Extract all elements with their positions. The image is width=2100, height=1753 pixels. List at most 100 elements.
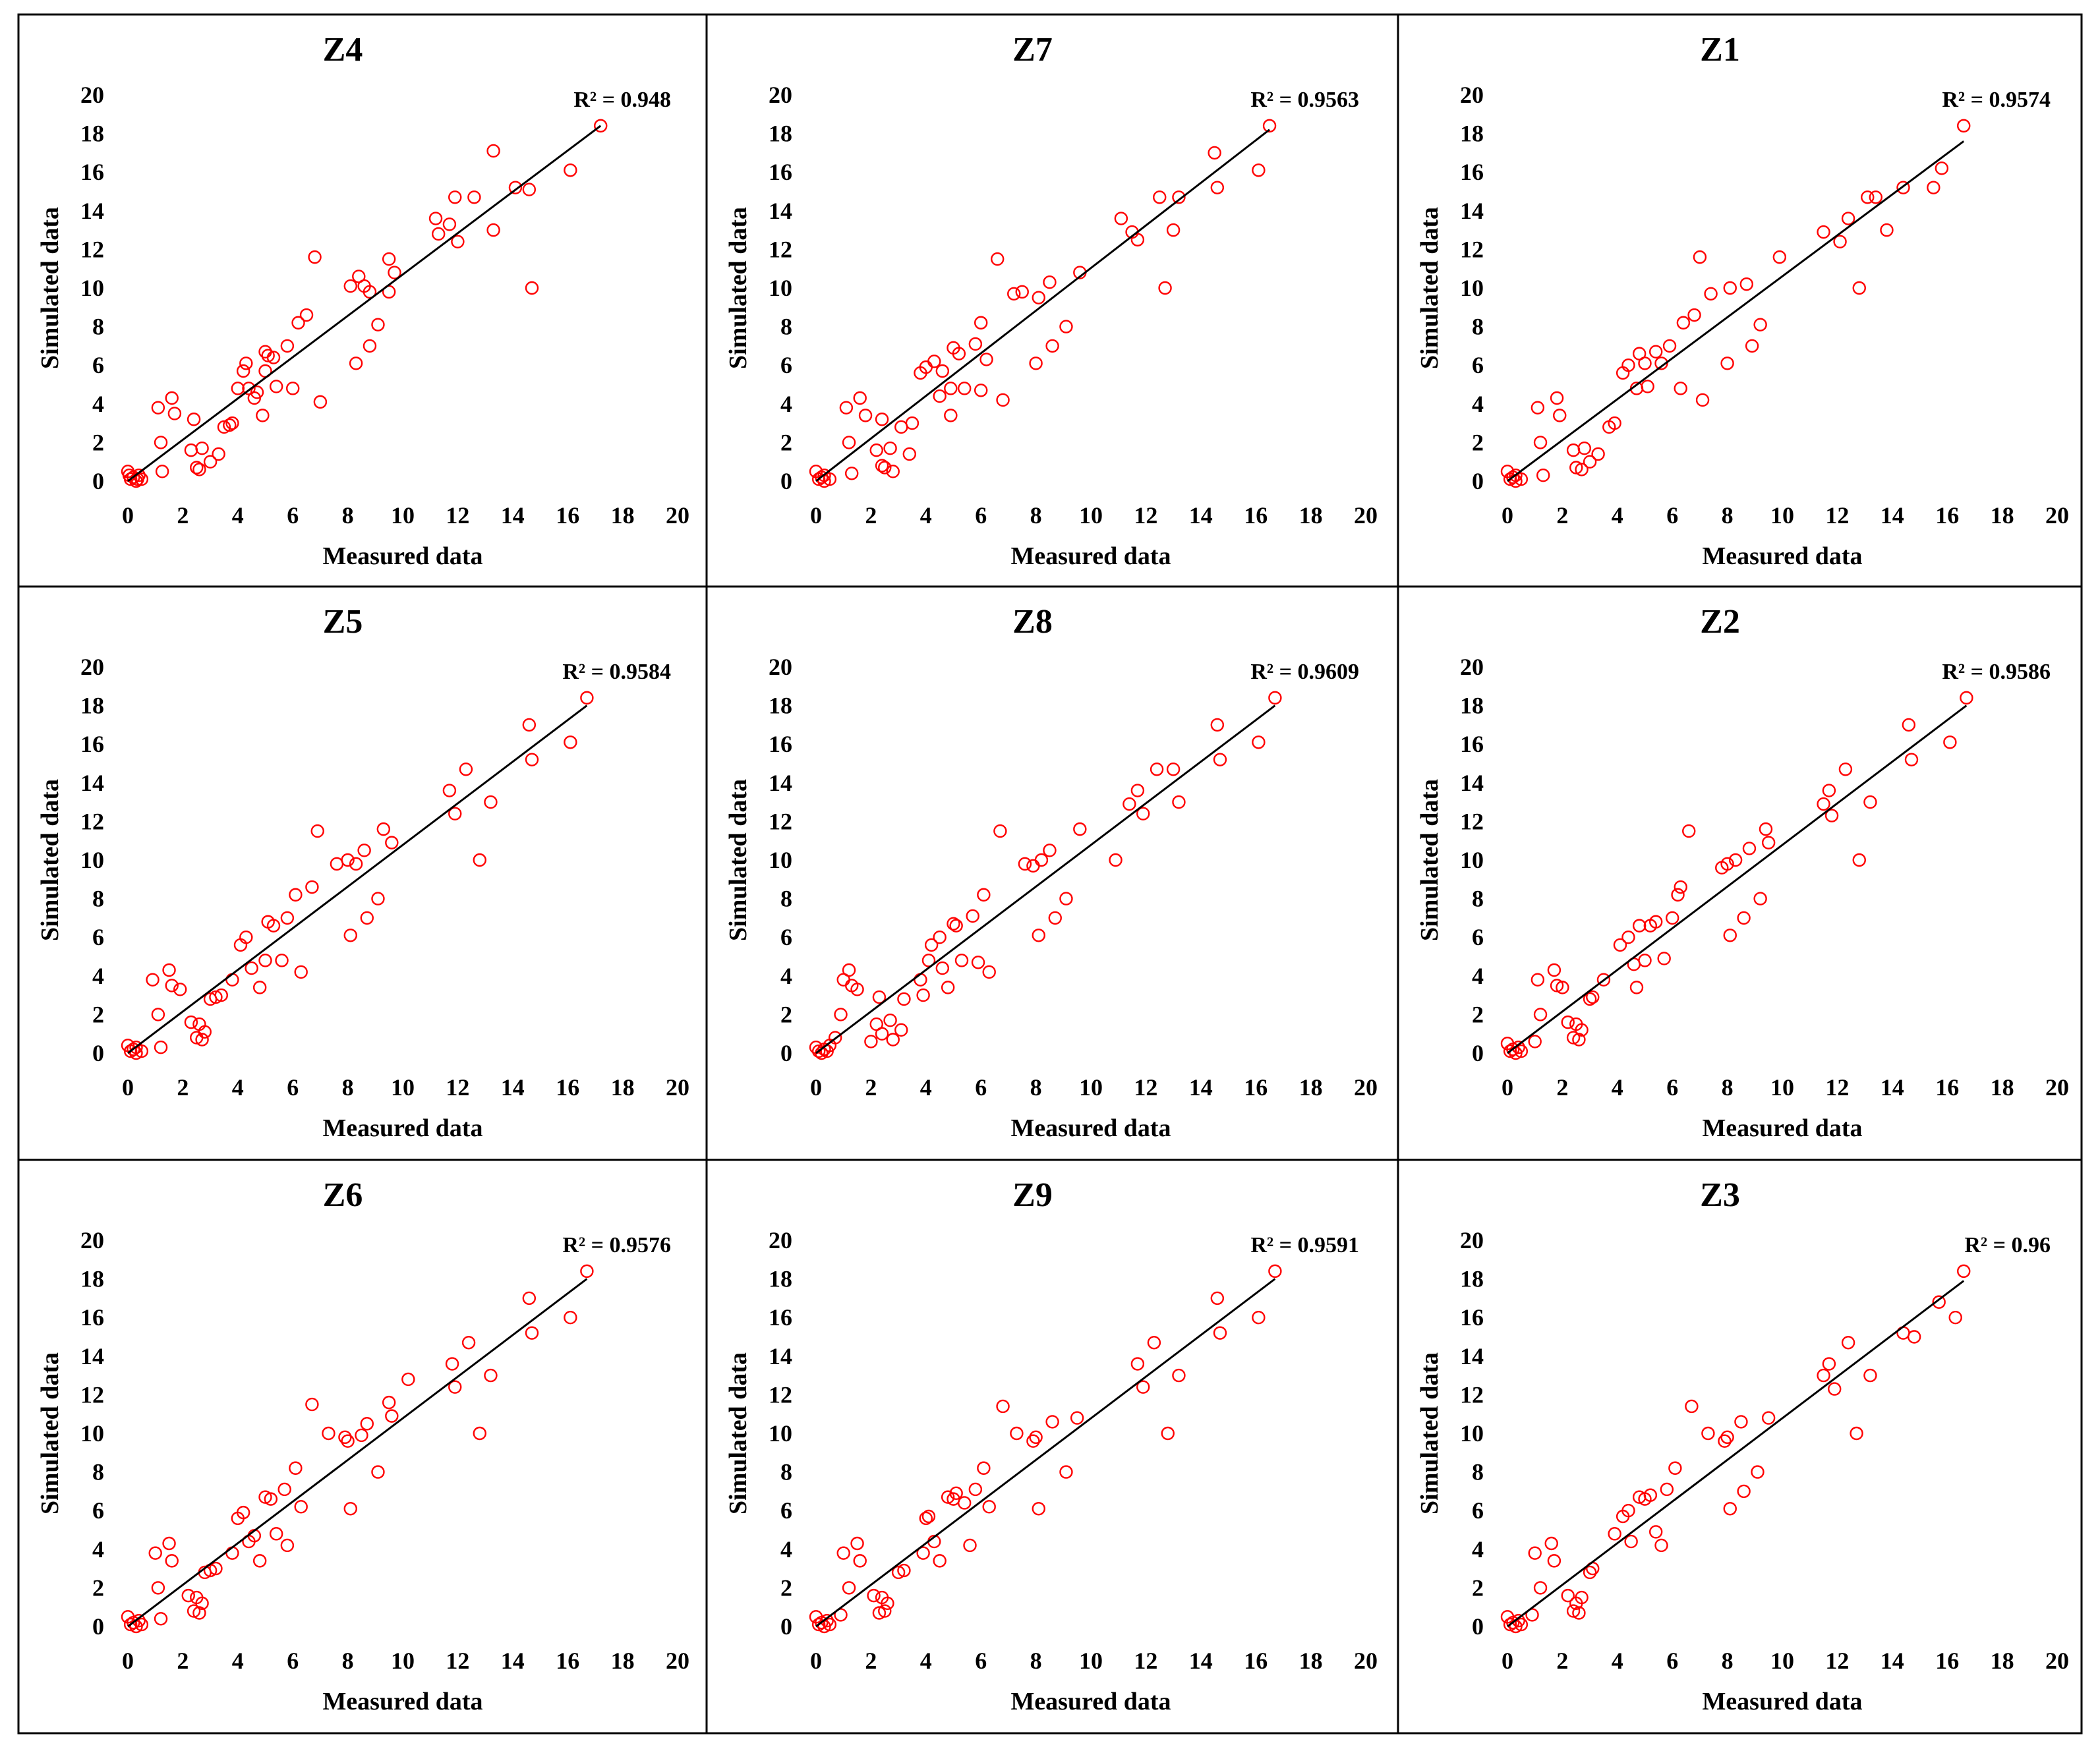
x-tick-label: 14 (1189, 1074, 1213, 1101)
x-tick-label: 18 (611, 1074, 635, 1101)
x-tick-label: 2 (1556, 1074, 1568, 1101)
data-point (305, 880, 319, 894)
data-point (1687, 308, 1701, 322)
data-point (1130, 233, 1145, 246)
data-point (1943, 735, 1957, 749)
data-point (823, 472, 837, 486)
data-point (1841, 212, 1855, 225)
y-tick-label: 14 (80, 198, 104, 224)
data-point (921, 954, 936, 967)
x-tick-label: 14 (501, 1074, 525, 1101)
data-point (1701, 1426, 1715, 1441)
data-point (525, 281, 539, 295)
data-point (1043, 275, 1057, 289)
x-tick-label: 4 (920, 1648, 932, 1674)
trendline (127, 704, 588, 1054)
data-point (310, 824, 324, 838)
y-tick-label: 4 (1472, 1536, 1484, 1563)
y-tick-label: 20 (1460, 654, 1484, 680)
data-point (1550, 391, 1564, 405)
data-point (154, 1041, 168, 1054)
data-point (1045, 339, 1059, 353)
x-tick-label: 16 (1935, 1074, 1959, 1101)
data-point (217, 420, 231, 434)
data-point (1503, 1617, 1517, 1632)
data-point (525, 1326, 539, 1340)
x-tick-label: 8 (342, 502, 354, 529)
data-point (916, 1546, 930, 1560)
data-point (1734, 1415, 1748, 1429)
data-point (1506, 1615, 1520, 1630)
data-point (872, 990, 887, 1004)
data-point (209, 1561, 223, 1576)
data-point (1547, 963, 1561, 977)
y-tick-label: 12 (80, 1381, 104, 1408)
x-tick-label: 14 (1881, 502, 1904, 529)
data-point (1817, 797, 1830, 811)
data-point (1048, 911, 1062, 925)
y-tick-label: 16 (1460, 159, 1484, 185)
data-point (982, 1500, 996, 1514)
y-tick-label: 8 (1472, 314, 1484, 340)
y-tick-label: 8 (1472, 1459, 1484, 1485)
x-tick-label: 20 (1354, 1074, 1378, 1101)
data-point (1045, 1415, 1059, 1429)
data-point (1948, 1310, 1962, 1325)
data-point (181, 1588, 195, 1603)
data-point (1210, 1291, 1225, 1306)
y-tick-label: 6 (1472, 1497, 1484, 1524)
x-tick-label: 10 (391, 1648, 415, 1674)
data-point (872, 1606, 887, 1620)
data-point (1213, 1326, 1227, 1340)
data-point (836, 1546, 850, 1560)
y-tick-label: 8 (92, 1459, 104, 1485)
data-point (963, 1538, 977, 1553)
data-point (1550, 979, 1564, 992)
data-point (1018, 857, 1032, 871)
data-point (1114, 212, 1128, 225)
x-tick-label: 2 (865, 1648, 877, 1674)
data-point (1210, 181, 1225, 194)
data-point (845, 467, 859, 480)
r-squared-label: R² = 0.9563 (1250, 88, 1359, 112)
data-point (1861, 190, 1875, 204)
y-tick-label: 8 (780, 886, 792, 912)
data-point (1514, 472, 1529, 486)
data-point (1759, 822, 1773, 836)
data-point (382, 252, 396, 266)
data-point (1654, 1538, 1668, 1553)
data-point (151, 1008, 165, 1021)
x-tick-label: 8 (1030, 1648, 1042, 1674)
y-tick-label: 12 (1460, 1381, 1484, 1408)
x-tick-label: 8 (1722, 1074, 1734, 1101)
data-point (1632, 919, 1647, 933)
x-tick-label: 2 (865, 502, 877, 529)
data-point (382, 1395, 396, 1410)
y-tick-label: 0 (780, 1040, 792, 1066)
data-point (1665, 911, 1679, 925)
data-point (1668, 1461, 1682, 1475)
data-point (190, 461, 204, 474)
data-point (1648, 345, 1663, 359)
x-tick-label: 4 (232, 1074, 244, 1101)
x-tick-label: 18 (1991, 502, 2014, 529)
y-tick-label: 0 (92, 468, 104, 494)
data-point (897, 992, 911, 1006)
data-point (1533, 1581, 1548, 1595)
data-point (134, 1044, 149, 1058)
data-point (1737, 911, 1751, 925)
data-point (1109, 853, 1123, 867)
y-tick-label: 4 (92, 391, 104, 417)
data-point (252, 981, 267, 994)
y-tick-label: 6 (780, 352, 792, 378)
data-point (1561, 1588, 1575, 1603)
y-tick-label: 18 (769, 1266, 792, 1292)
y-tick-label: 16 (80, 1304, 104, 1331)
data-point (522, 183, 537, 196)
data-point (371, 1465, 385, 1479)
data-point (360, 911, 374, 925)
x-tick-label: 8 (1722, 1648, 1734, 1674)
data-point (1547, 1554, 1561, 1568)
data-point (1514, 1617, 1529, 1632)
